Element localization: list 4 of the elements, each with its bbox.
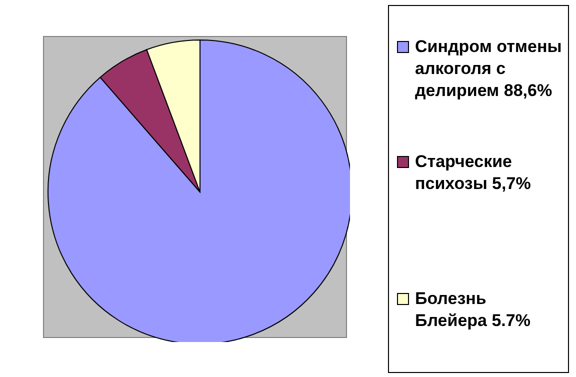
legend-label: Болезнь Блейера 5.7% [415, 288, 532, 332]
legend-label: Старческие психозы 5,7% [415, 151, 532, 195]
pie-slice [48, 40, 350, 342]
legend-label: Синдром отмены алкоголя с делирием 88,6% [415, 36, 562, 102]
